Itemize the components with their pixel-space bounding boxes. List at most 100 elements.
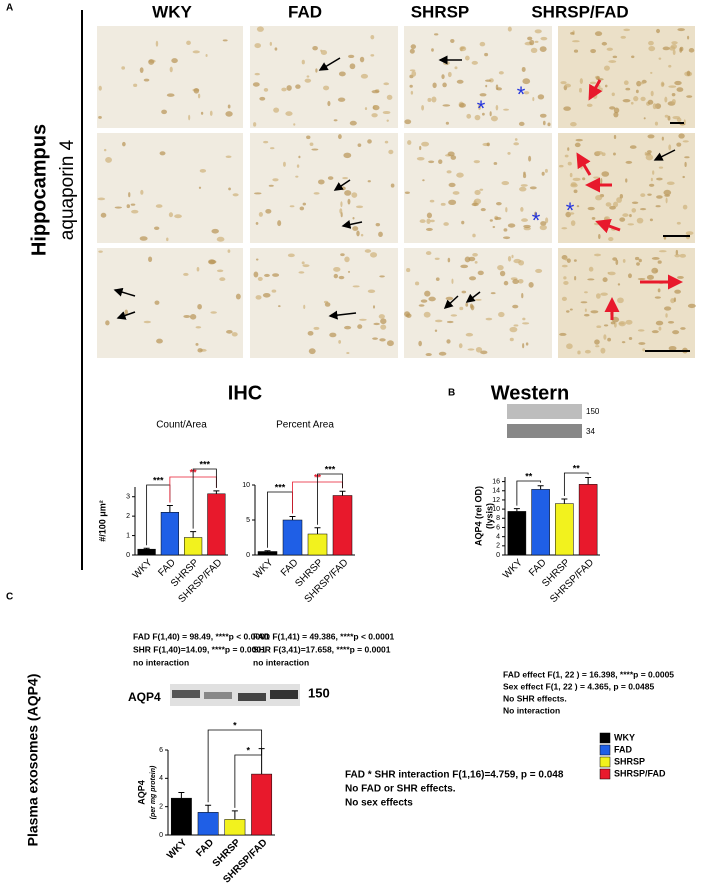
- stain-spot: [386, 119, 389, 122]
- micrograph: [404, 248, 552, 358]
- stain-spot: [298, 271, 305, 274]
- stat-line: No sex effects: [345, 798, 413, 809]
- stain-spot: [668, 85, 677, 88]
- stain-spot: [563, 280, 569, 285]
- stain-spot: [595, 293, 601, 299]
- stain-spot: [684, 156, 690, 159]
- stain-spot: [259, 96, 266, 101]
- stain-spot: [273, 107, 280, 113]
- stain-spot: [425, 251, 432, 256]
- stain-spot: [442, 82, 447, 88]
- stain-spot: [663, 189, 672, 196]
- stain-spot: [529, 186, 537, 190]
- y-tick-label: 0: [159, 832, 163, 839]
- stain-spot: [459, 306, 464, 311]
- stain-spot: [603, 65, 610, 71]
- stain-spot: [216, 269, 224, 273]
- stain-spot: [678, 133, 685, 139]
- stain-spot: [324, 302, 331, 307]
- stain-spot: [254, 72, 260, 76]
- stain-spot: [154, 300, 160, 305]
- stain-spot: [665, 197, 668, 204]
- stain-spot: [501, 181, 510, 186]
- y-tick-label: 0: [246, 552, 250, 559]
- stain-spot: [579, 78, 583, 85]
- stain-spot: [609, 106, 616, 110]
- stain-spot: [466, 113, 472, 119]
- stain-spot: [155, 40, 159, 47]
- stain-spot: [630, 101, 634, 105]
- stain-spot: [409, 84, 413, 88]
- stain-spot: [541, 171, 545, 176]
- error-bar: [314, 527, 321, 534]
- stain-spot: [355, 205, 364, 209]
- stain-spot: [337, 134, 342, 140]
- stain-spot: [677, 276, 684, 279]
- stain-spot: [452, 191, 460, 195]
- stain-spot: [660, 81, 665, 88]
- stain-spot: [456, 79, 464, 84]
- stain-spot: [340, 253, 345, 257]
- stain-spot: [189, 314, 197, 320]
- stain-spot: [629, 145, 637, 149]
- stain-spot: [651, 330, 659, 334]
- stain-spot: [195, 326, 202, 329]
- stain-spot: [456, 172, 464, 178]
- y-tick-label: 2: [159, 804, 163, 811]
- significance-label: ***: [199, 459, 210, 469]
- stain-spot: [270, 147, 275, 150]
- stain-spot: [371, 90, 380, 94]
- blot-band: [172, 690, 200, 698]
- stain-spot: [661, 136, 664, 141]
- stain-spot: [424, 290, 431, 297]
- stain-spot: [589, 81, 597, 85]
- section-title: Western: [491, 382, 570, 404]
- stain-spot: [359, 56, 365, 63]
- stain-spot: [652, 170, 655, 175]
- stain-spot: [168, 212, 174, 218]
- stain-spot: [561, 227, 568, 230]
- stain-spot: [512, 304, 519, 309]
- y-tick-label: 6: [496, 524, 500, 531]
- stain-spot: [186, 40, 191, 46]
- stain-spot: [584, 291, 588, 294]
- stain-spot: [570, 220, 576, 226]
- blot-band: [507, 404, 582, 419]
- stain-spot: [587, 278, 595, 281]
- stain-spot: [277, 220, 282, 227]
- stain-spot: [625, 87, 631, 91]
- stain-spot: [364, 249, 372, 253]
- stain-spot: [477, 104, 482, 110]
- stain-spot: [594, 253, 601, 257]
- stain-spot: [540, 36, 548, 41]
- stain-spot: [320, 49, 328, 56]
- stain-spot: [572, 177, 581, 181]
- stain-spot: [497, 265, 504, 271]
- stain-spot: [664, 194, 670, 197]
- stain-spot: [563, 276, 567, 280]
- stain-spot: [155, 204, 163, 208]
- stain-spot: [469, 303, 474, 309]
- stain-spot: [534, 211, 537, 218]
- stat-line: No interaction: [503, 705, 560, 715]
- stain-spot: [380, 324, 387, 330]
- stain-spot: [503, 236, 511, 240]
- stain-spot: [114, 206, 122, 209]
- stain-spot: [671, 92, 676, 97]
- stain-spot: [374, 104, 378, 110]
- bar: [160, 512, 179, 556]
- stain-spot: [671, 41, 678, 45]
- stain-spot: [465, 302, 469, 307]
- stain-spot: [197, 93, 201, 99]
- asterisk-mark: *: [566, 198, 575, 223]
- stain-spot: [584, 308, 587, 312]
- stain-spot: [367, 289, 376, 293]
- stain-spot: [609, 205, 616, 210]
- y-tick-label: 10: [242, 482, 250, 489]
- stain-spot: [643, 117, 646, 120]
- significance-bracket: [207, 729, 263, 803]
- x-tick-label: WKY: [252, 557, 276, 581]
- stain-spot: [521, 218, 528, 222]
- stain-spot: [503, 228, 508, 232]
- stain-spot: [197, 348, 203, 353]
